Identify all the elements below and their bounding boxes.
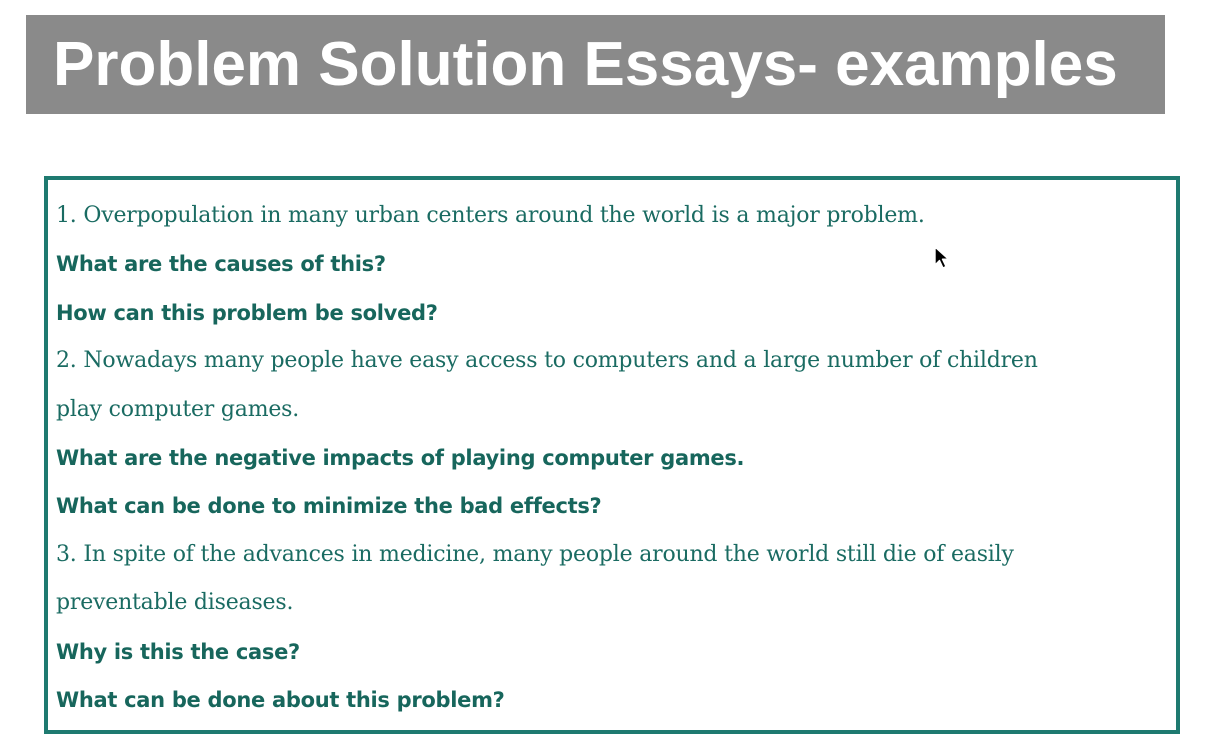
title-bar: Problem Solution Essays- examples [26,15,1165,114]
examples-list: 1. Overpopulation in many urban centers … [56,192,1168,724]
question-line: What are the causes of this? [56,252,386,277]
mouse-pointer-icon [934,246,950,269]
prompt-line: play computer games. [56,396,300,422]
question-line: What are the negative impacts of playing… [56,445,745,470]
question-line: What can be done to minimize the bad eff… [56,494,602,519]
prompt-line: preventable diseases. [56,590,294,616]
examples-box: 1. Overpopulation in many urban centers … [44,176,1180,734]
prompt-line: 2. Nowadays many people have easy access… [56,348,1038,374]
prompt-line: 3. In spite of the advances in medicine,… [56,541,1014,567]
question-line: Why is this the case? [56,639,300,664]
prompt-line: 1. Overpopulation in many urban centers … [56,203,925,228]
question-line: How can this problem be solved? [56,300,438,325]
page-title: Problem Solution Essays- examples [53,30,1118,99]
question-line: What can be done about this problem? [56,687,505,712]
